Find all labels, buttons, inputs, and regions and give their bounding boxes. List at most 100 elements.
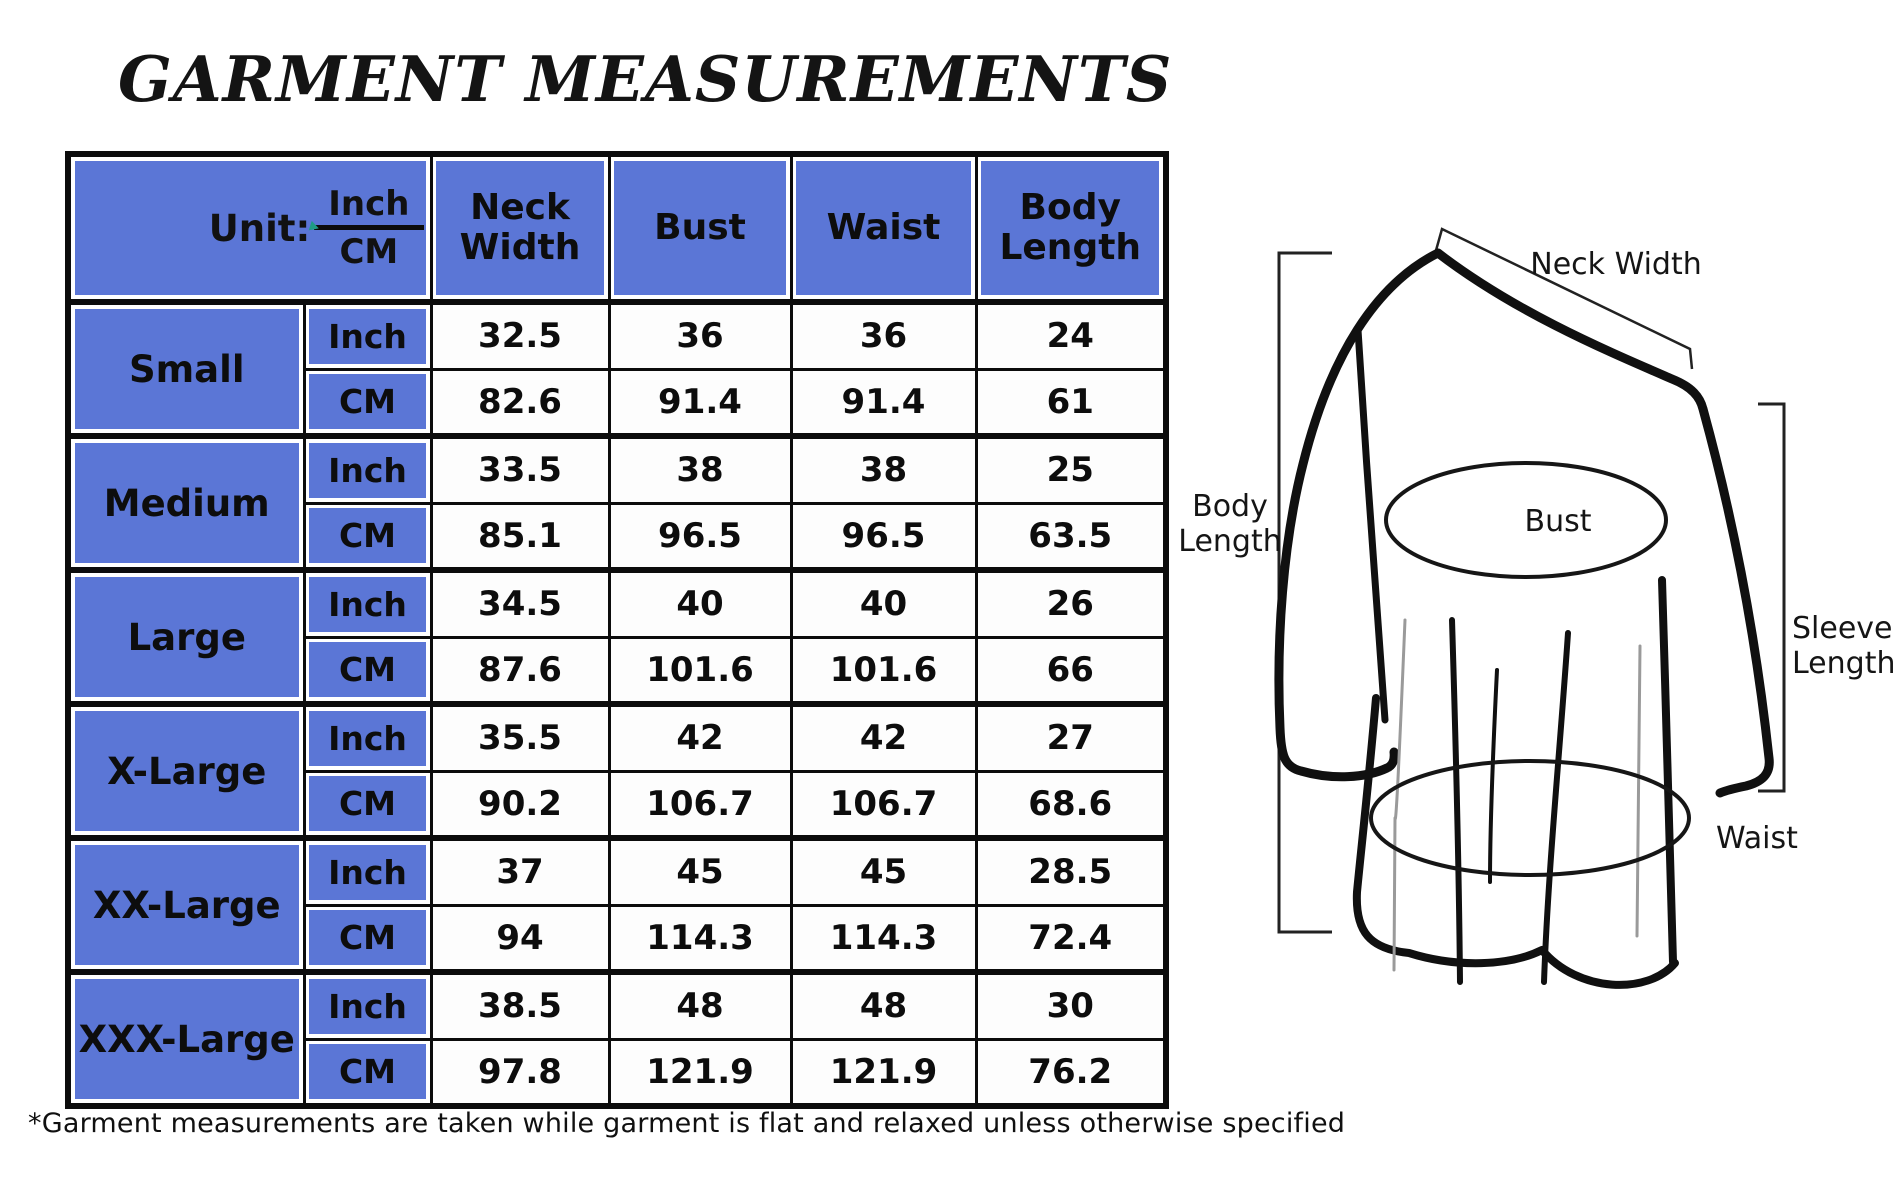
value-x-large-inch-1: 42	[607, 701, 793, 773]
value-medium-inch-3: 25	[974, 433, 1168, 505]
value-large-inch-3: 26	[974, 567, 1168, 639]
value-x-large-inch-2: 42	[789, 701, 978, 773]
header-row: Unit: Inch CM Neck Width Bust Waist Body…	[66, 152, 1168, 305]
body-length-label: Body Length	[1180, 489, 1282, 559]
page-title: GARMENT MEASUREMENTS	[118, 42, 1173, 116]
sleeve-length-label: Sleeve Length	[1792, 611, 1895, 681]
value-x-large-inch-0: 35.5	[429, 701, 611, 773]
size-label-large: Large	[66, 567, 306, 706]
value-medium-cm-2: 96.5	[789, 501, 978, 572]
size-label-xxx-large: XXX-Large	[66, 969, 306, 1108]
value-x-large-cm-2: 106.7	[789, 769, 978, 840]
unit-cell-inch: Inch	[302, 969, 433, 1041]
value-x-large-cm-0: 90.2	[429, 769, 611, 840]
garment-outline	[1274, 248, 1774, 989]
size-label-small: Small	[66, 299, 306, 438]
unit-cell-inch: Inch	[302, 835, 433, 907]
size-row-x-large-inch: X-Large Inch 35.5 42 42 27	[66, 701, 1168, 840]
unit-label: Unit:	[208, 206, 311, 250]
value-large-cm-3: 66	[974, 635, 1168, 706]
bust-ellipse	[1384, 461, 1668, 579]
size-row-xx-large-inch: XX-Large Inch 37 45 45 28.5	[66, 835, 1168, 974]
value-xxx-large-cm-1: 121.9	[607, 1037, 793, 1108]
column-header-bust: Bust	[607, 152, 793, 305]
value-medium-cm-3: 63.5	[974, 501, 1168, 572]
value-medium-cm-0: 85.1	[429, 501, 611, 572]
column-header-body-length: Body Length	[974, 152, 1168, 305]
unit-cell-cm: CM	[302, 635, 433, 706]
value-medium-inch-2: 38	[789, 433, 978, 505]
unit-cell-cm: CM	[302, 769, 433, 840]
unit-cell-inch: Inch	[302, 567, 433, 639]
unit-fraction: Inch CM	[308, 184, 424, 272]
value-large-inch-2: 40	[789, 567, 978, 639]
value-large-cm-2: 101.6	[789, 635, 978, 706]
value-xx-large-inch-2: 45	[789, 835, 978, 907]
value-xxx-large-cm-0: 97.8	[429, 1037, 611, 1108]
size-row-xx-large-cm: CM 94 114.3 114.3 72.4	[68, 903, 1168, 974]
value-small-cm-3: 61	[974, 367, 1168, 438]
value-small-inch-3: 24	[974, 299, 1168, 371]
value-xxx-large-inch-0: 38.5	[429, 969, 611, 1041]
unit-fraction-inch: Inch	[308, 184, 424, 234]
size-row-small-inch: Small Inch 32.5 36 36 24	[66, 299, 1168, 438]
fraction-arrow-icon	[308, 220, 321, 234]
value-medium-cm-1: 96.5	[607, 501, 793, 572]
value-small-cm-0: 82.6	[429, 367, 611, 438]
unit-cell-inch: Inch	[302, 701, 433, 773]
svg-text:Sleeve: Sleeve	[1792, 611, 1893, 646]
value-large-cm-1: 101.6	[607, 635, 793, 706]
value-xx-large-inch-3: 28.5	[974, 835, 1168, 907]
value-small-inch-1: 36	[607, 299, 793, 371]
value-medium-inch-1: 38	[607, 433, 793, 505]
value-large-inch-0: 34.5	[429, 567, 611, 639]
value-small-cm-1: 91.4	[607, 367, 793, 438]
value-xxx-large-cm-2: 121.9	[789, 1037, 978, 1108]
value-small-inch-2: 36	[789, 299, 978, 371]
value-xxx-large-inch-2: 48	[789, 969, 978, 1041]
column-header-waist: Waist	[789, 152, 978, 305]
value-small-inch-0: 32.5	[429, 299, 611, 371]
value-xxx-large-inch-3: 30	[974, 969, 1168, 1041]
size-row-x-large-cm: CM 90.2 106.7 106.7 68.6	[68, 769, 1168, 840]
sleeve-length-bracket	[1758, 402, 1786, 793]
unit-cell-inch: Inch	[302, 433, 433, 505]
garment-diagram: Neck Width Bust Waist Body Length Sleeve…	[1180, 227, 1895, 989]
size-row-medium-inch: Medium Inch 33.5 38 38 25	[66, 433, 1168, 572]
size-row-small-cm: CM 82.6 91.4 91.4 61	[68, 367, 1168, 438]
value-xx-large-cm-1: 114.3	[607, 903, 793, 974]
unit-cell-cm: CM	[302, 367, 433, 438]
value-xx-large-inch-0: 37	[429, 835, 611, 907]
value-xx-large-cm-0: 94	[429, 903, 611, 974]
unit-cell-cm: CM	[302, 1037, 433, 1108]
unit-fraction-cm: CM	[339, 232, 399, 272]
value-x-large-inch-3: 27	[974, 701, 1168, 773]
svg-text:Length: Length	[1792, 646, 1895, 681]
size-row-xxx-large-inch: XXX-Large Inch 38.5 48 48 30	[66, 969, 1168, 1108]
value-xxx-large-cm-3: 76.2	[974, 1037, 1168, 1108]
value-medium-inch-0: 33.5	[429, 433, 611, 505]
size-chart-table: Unit: Inch CM Neck Width Bust Waist Body…	[65, 151, 1169, 1109]
value-xx-large-cm-2: 114.3	[789, 903, 978, 974]
size-row-large-cm: CM 87.6 101.6 101.6 66	[68, 635, 1168, 706]
unit-cell-inch: Inch	[302, 299, 433, 371]
neck-width-label: Neck Width	[1530, 247, 1701, 282]
footnote: *Garment measurements are taken while ga…	[28, 1108, 1346, 1139]
neck-width-bracket	[1433, 227, 1694, 370]
bust-label: Bust	[1525, 504, 1592, 539]
value-x-large-cm-3: 68.6	[974, 769, 1168, 840]
value-x-large-cm-1: 106.7	[607, 769, 793, 840]
value-large-cm-0: 87.6	[429, 635, 611, 706]
svg-text:Body: Body	[1192, 489, 1268, 524]
unit-header-cell: Unit: Inch CM	[66, 152, 433, 305]
value-large-inch-1: 40	[607, 567, 793, 639]
value-xx-large-inch-1: 45	[607, 835, 793, 907]
size-row-medium-cm: CM 85.1 96.5 96.5 63.5	[68, 501, 1168, 572]
size-table-header: Unit: Inch CM Neck Width Bust Waist Body…	[66, 152, 1168, 305]
unit-cell-cm: CM	[302, 501, 433, 572]
size-label-x-large: X-Large	[66, 701, 306, 840]
size-table-body: Small Inch 32.5 36 36 24 CM 82.6 91.4 91.4 61 Mediu…	[66, 299, 1168, 1108]
value-xxx-large-inch-1: 48	[607, 969, 793, 1041]
waist-label: Waist	[1716, 821, 1798, 856]
